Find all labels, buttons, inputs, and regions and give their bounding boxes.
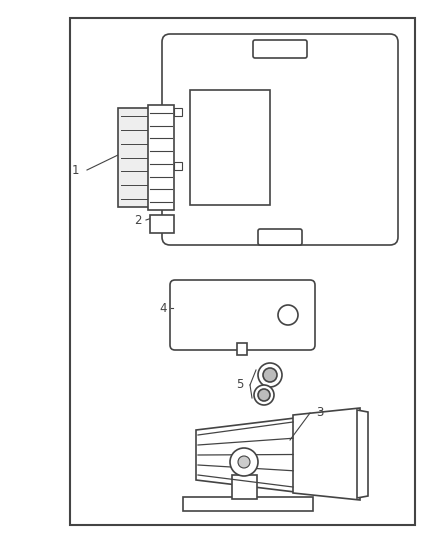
Bar xyxy=(150,215,174,233)
Bar xyxy=(70,18,415,525)
Text: 5: 5 xyxy=(237,378,244,392)
Bar xyxy=(237,343,247,355)
Bar xyxy=(174,162,182,170)
Text: 2: 2 xyxy=(134,214,142,227)
Circle shape xyxy=(263,368,277,382)
Text: 1: 1 xyxy=(71,164,79,176)
Circle shape xyxy=(238,456,250,468)
FancyBboxPatch shape xyxy=(170,280,315,350)
Polygon shape xyxy=(196,418,295,492)
Text: 3: 3 xyxy=(316,407,324,419)
FancyBboxPatch shape xyxy=(253,40,307,58)
Circle shape xyxy=(258,389,270,401)
Bar xyxy=(183,497,313,511)
Polygon shape xyxy=(293,408,360,500)
Circle shape xyxy=(230,448,258,476)
Circle shape xyxy=(254,385,274,405)
Circle shape xyxy=(258,363,282,387)
Polygon shape xyxy=(357,410,368,498)
FancyBboxPatch shape xyxy=(162,34,398,245)
Bar xyxy=(232,475,257,499)
Circle shape xyxy=(278,305,298,325)
Bar xyxy=(118,108,150,207)
FancyBboxPatch shape xyxy=(258,229,302,245)
Text: 4: 4 xyxy=(159,302,167,314)
Bar xyxy=(174,108,182,116)
Bar xyxy=(148,105,174,210)
FancyBboxPatch shape xyxy=(190,90,270,205)
